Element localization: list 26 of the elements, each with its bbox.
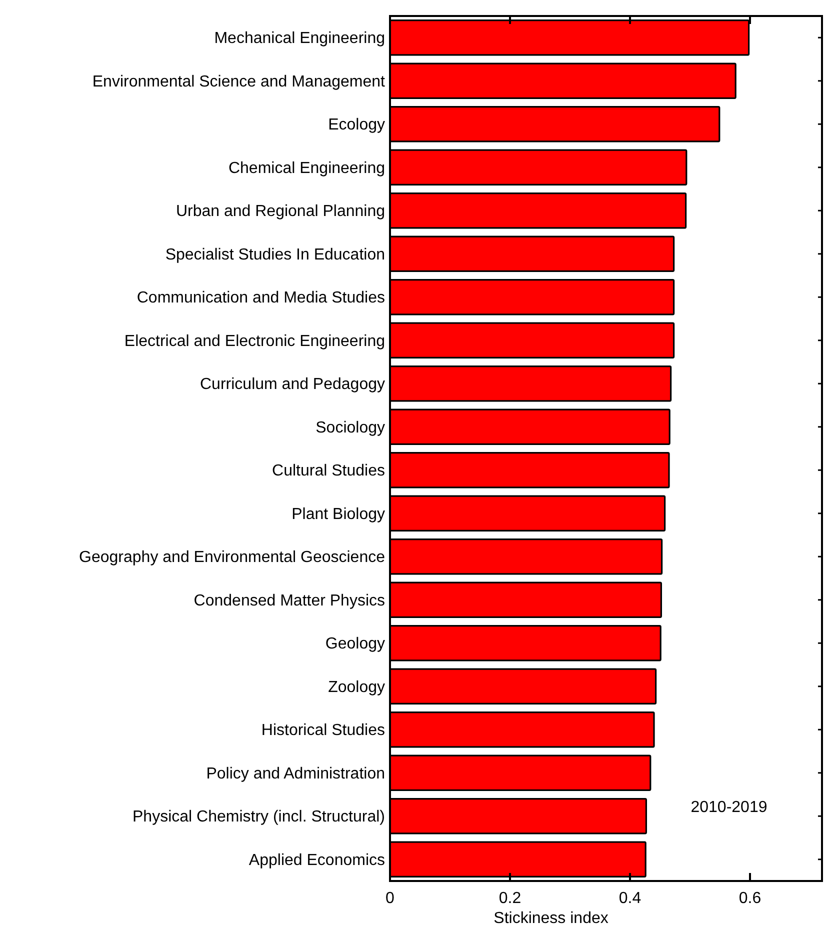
x-tick-label: 0.6 <box>738 890 762 907</box>
y-tick-label: Geology <box>325 636 385 653</box>
y-tick-label: Historical Studies <box>261 722 385 740</box>
y-tick-label: Specialist Studies In Education <box>165 246 385 264</box>
y-tick-label: Zoology <box>328 678 385 696</box>
x-axis-title: Stickiness index <box>494 910 608 927</box>
y-tick-label: Physical Chemistry (incl. Structural) <box>132 808 385 826</box>
y-tick-label: Geography and Environmental Geoscience <box>79 549 386 566</box>
x-tick-label: 0.4 <box>618 890 642 907</box>
y-tick-label: Curriculum and Pedagogy <box>200 376 385 394</box>
y-tick-label: Sociology <box>316 419 385 436</box>
y-tick-label: Electrical and Electronic Engineering <box>124 332 385 350</box>
y-tick-label: Chemical Engineering <box>228 160 385 177</box>
y-tick-label: Urban and Regional Planning <box>176 203 385 220</box>
y-tick-label: Policy and Administration <box>206 765 385 782</box>
y-tick-label: Applied Economics <box>248 852 385 869</box>
x-tick-label: 0.2 <box>498 890 522 907</box>
y-tick-label: Mechanical Engineering <box>214 30 385 48</box>
y-tick-label: Cultural Studies <box>272 462 385 480</box>
annotation: 2010-2019 <box>690 799 768 816</box>
y-tick-label: Condensed Matter Physics <box>194 592 385 610</box>
y-tick-label: Communication and Media Studies <box>136 290 385 307</box>
y-tick-label: Environmental Science and Management <box>92 73 386 90</box>
y-tick-label: Plant Biology <box>292 506 385 523</box>
x-tick-label: 0 <box>386 890 395 907</box>
y-tick-label: Ecology <box>328 116 385 134</box>
